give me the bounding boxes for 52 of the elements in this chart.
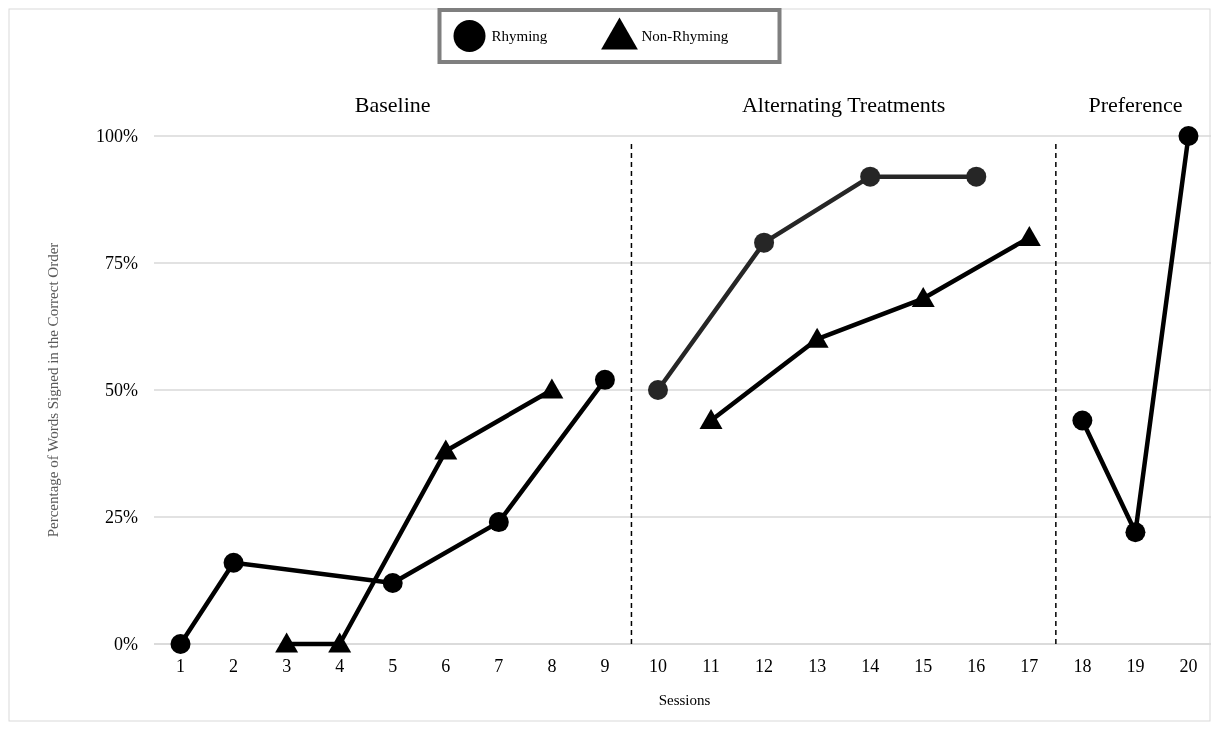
x-tick-label: 4 xyxy=(335,656,345,676)
x-tick-label: 11 xyxy=(702,656,720,676)
point xyxy=(1178,126,1199,146)
point xyxy=(170,634,191,654)
text: Alternating Treatments xyxy=(741,92,946,117)
point xyxy=(382,573,403,594)
point xyxy=(911,287,935,308)
point xyxy=(1017,226,1041,247)
x-tick-label: 6 xyxy=(441,656,451,676)
x-tick-label: 13 xyxy=(808,656,827,676)
x-tick-label: 3 xyxy=(282,656,292,676)
point xyxy=(275,632,299,653)
x-tick-label: 8 xyxy=(547,656,557,676)
x-tick-label: 1 xyxy=(176,656,186,676)
legend-label: Non-Rhyming xyxy=(641,28,729,45)
x-tick-label: 7 xyxy=(494,656,504,676)
x-tick-label: 18 xyxy=(1073,656,1092,676)
x-tick-label: 14 xyxy=(861,656,880,676)
point xyxy=(223,552,244,573)
x-axis-title: Sessions xyxy=(658,692,711,708)
y-tick-label: 100% xyxy=(96,126,138,147)
point xyxy=(328,632,352,653)
point xyxy=(434,439,458,460)
x-tick-label: 15 xyxy=(914,656,933,676)
y-tick-label: 25% xyxy=(105,507,138,528)
y-tick-label: 75% xyxy=(105,253,138,274)
point xyxy=(594,369,615,390)
y-tick-label: 0% xyxy=(114,634,138,655)
point xyxy=(647,380,668,400)
x-tick-label: 19 xyxy=(1126,656,1145,676)
text: Preference xyxy=(1088,92,1183,117)
point xyxy=(1072,410,1093,431)
y-tick-label: 50% xyxy=(105,380,138,401)
point xyxy=(966,166,987,187)
x-tick-label: 20 xyxy=(1179,656,1198,676)
point xyxy=(488,512,509,533)
x-tick-label: 16 xyxy=(967,656,986,676)
point xyxy=(540,378,564,399)
point xyxy=(754,232,775,253)
text: Baseline xyxy=(354,92,431,117)
point xyxy=(1125,522,1146,543)
x-tick-label: 10 xyxy=(648,656,667,676)
x-tick-label: 12 xyxy=(755,656,774,676)
point xyxy=(699,408,723,429)
x-tick-label: 5 xyxy=(388,656,398,676)
legend-label: Rhyming xyxy=(491,28,548,45)
x-tick-label: 17 xyxy=(1020,656,1039,676)
point xyxy=(805,327,829,348)
y-axis-title: Percentage of Words Signed in the Correct Order xyxy=(45,242,61,538)
point xyxy=(860,166,881,187)
x-tick-label: 9 xyxy=(600,656,610,676)
x-tick-label: 2 xyxy=(229,656,239,676)
